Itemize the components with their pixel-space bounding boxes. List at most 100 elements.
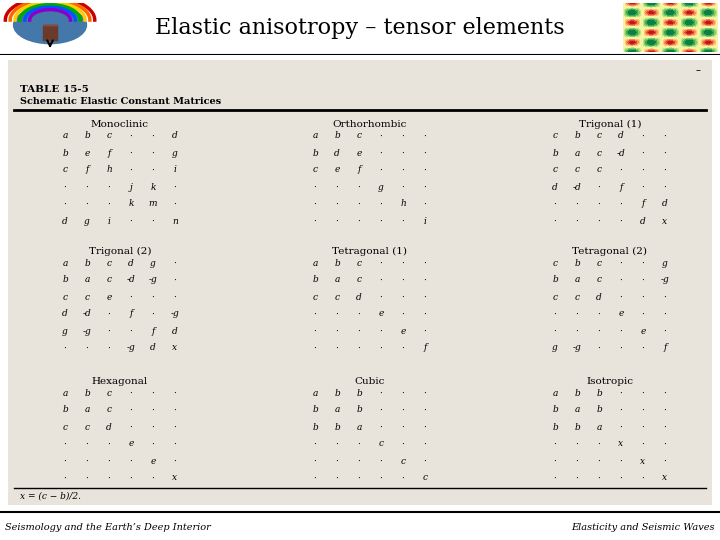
Text: d: d — [596, 293, 602, 301]
Text: c: c — [552, 165, 557, 174]
Text: b: b — [574, 388, 580, 397]
Text: ·: · — [358, 440, 361, 449]
Text: ·: · — [642, 309, 644, 319]
Text: ·: · — [402, 183, 405, 192]
Text: ·: · — [314, 474, 316, 483]
Text: c: c — [423, 474, 428, 483]
Text: ·: · — [575, 327, 578, 335]
Text: ·: · — [63, 474, 66, 483]
Text: d: d — [128, 259, 134, 267]
Text: Tetragonal (2): Tetragonal (2) — [572, 247, 647, 256]
Text: ·: · — [358, 199, 361, 208]
Text: ·: · — [174, 275, 176, 285]
Text: c: c — [552, 132, 557, 140]
Text: i: i — [423, 217, 426, 226]
Text: ·: · — [402, 275, 405, 285]
Text: -d: -d — [616, 148, 626, 158]
Text: d: d — [334, 148, 340, 158]
Text: TABLE 15-5: TABLE 15-5 — [20, 85, 89, 94]
Text: ·: · — [379, 456, 382, 465]
Text: e: e — [618, 309, 624, 319]
Text: c: c — [63, 422, 68, 431]
Text: ·: · — [402, 406, 405, 415]
Text: ·: · — [620, 474, 622, 483]
Text: d: d — [106, 422, 112, 431]
Text: c: c — [379, 440, 384, 449]
Text: b: b — [552, 422, 558, 431]
Text: ·: · — [63, 440, 66, 449]
Text: ·: · — [620, 165, 622, 174]
Text: ·: · — [130, 217, 132, 226]
Text: e: e — [400, 327, 405, 335]
Polygon shape — [42, 25, 58, 40]
Text: c: c — [84, 293, 89, 301]
Text: ·: · — [130, 474, 132, 483]
Text: ·: · — [554, 456, 557, 465]
Text: b: b — [84, 132, 90, 140]
Text: b: b — [552, 275, 558, 285]
Text: a: a — [63, 259, 68, 267]
Text: ·: · — [314, 456, 316, 465]
Text: ·: · — [642, 259, 644, 267]
Text: b: b — [574, 422, 580, 431]
Text: x: x — [618, 440, 624, 449]
Text: ·: · — [423, 132, 426, 140]
Text: c: c — [63, 165, 68, 174]
Text: ·: · — [63, 199, 66, 208]
Text: Elastic anisotropy – tensor elements: Elastic anisotropy – tensor elements — [156, 17, 564, 39]
Text: f: f — [663, 343, 667, 353]
Text: c: c — [575, 293, 580, 301]
Text: ·: · — [620, 422, 622, 431]
Text: ·: · — [86, 440, 89, 449]
Text: ·: · — [379, 148, 382, 158]
Text: ·: · — [107, 474, 110, 483]
Text: a: a — [356, 422, 361, 431]
Text: ·: · — [402, 343, 405, 353]
Text: Cubic: Cubic — [355, 377, 385, 386]
Text: x: x — [640, 456, 646, 465]
Text: ·: · — [152, 217, 154, 226]
Text: b: b — [312, 275, 318, 285]
Text: ·: · — [63, 456, 66, 465]
Text: ·: · — [379, 293, 382, 301]
Text: -g: -g — [127, 343, 135, 353]
Text: ·: · — [423, 293, 426, 301]
Text: ·: · — [130, 165, 132, 174]
Text: ·: · — [402, 148, 405, 158]
Text: -g: -g — [661, 275, 670, 285]
Text: e: e — [150, 456, 156, 465]
Text: ·: · — [423, 440, 426, 449]
Text: b: b — [334, 422, 340, 431]
Text: ·: · — [642, 183, 644, 192]
Text: Monoclinic: Monoclinic — [91, 120, 149, 129]
Text: g: g — [552, 343, 558, 353]
Text: ·: · — [174, 259, 176, 267]
Text: b: b — [312, 148, 318, 158]
Text: f: f — [151, 327, 155, 335]
Text: g: g — [84, 217, 90, 226]
Text: ·: · — [620, 406, 622, 415]
Text: a: a — [312, 132, 318, 140]
Text: x = (c − b)/2.: x = (c − b)/2. — [20, 492, 81, 501]
Text: ·: · — [379, 327, 382, 335]
Text: ·: · — [379, 132, 382, 140]
Text: x: x — [662, 474, 667, 483]
Text: ·: · — [598, 309, 600, 319]
Text: ·: · — [336, 440, 338, 449]
Text: ·: · — [358, 183, 361, 192]
Text: ·: · — [642, 293, 644, 301]
Text: ·: · — [423, 406, 426, 415]
Text: ·: · — [664, 440, 667, 449]
Text: e: e — [378, 309, 384, 319]
Text: ·: · — [575, 440, 578, 449]
Text: ·: · — [598, 183, 600, 192]
Text: c: c — [107, 406, 112, 415]
Text: a: a — [575, 148, 580, 158]
Text: c: c — [596, 275, 601, 285]
Text: -g: -g — [572, 343, 581, 353]
Text: ·: · — [620, 388, 622, 397]
Text: ·: · — [642, 388, 644, 397]
Text: ·: · — [379, 343, 382, 353]
Text: b: b — [312, 406, 318, 415]
Text: c: c — [107, 275, 112, 285]
